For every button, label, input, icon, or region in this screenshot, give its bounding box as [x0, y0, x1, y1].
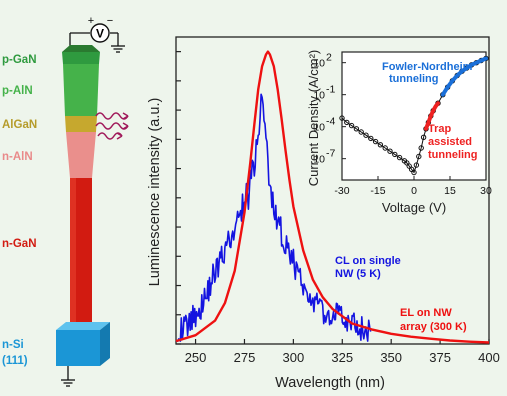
inset-y-tick-exponent: 2 — [326, 52, 332, 64]
inset-y-tick-label: 10 — [313, 90, 325, 102]
main-x-tick-label: 250 — [185, 350, 207, 365]
main-x-tick-label: 300 — [283, 350, 305, 365]
cl-label-line2: NW (5 K) — [335, 268, 381, 280]
measured-point — [348, 122, 355, 129]
main-x-tick-label: 400 — [478, 350, 500, 365]
main-plot-frame — [175, 36, 490, 345]
inset-x-ticks: -30 -15 0 15 30 — [334, 176, 492, 197]
inset-x-tick-label: 0 — [411, 185, 417, 197]
tat-label-line1: Trap — [428, 123, 452, 135]
main-y-axis-label: Luminescence intensity (a.u.) — [147, 98, 163, 287]
measured-point — [420, 134, 427, 141]
substrate-n-si — [56, 330, 100, 366]
measured-point — [418, 145, 424, 151]
main-x-tick-label: 275 — [234, 350, 256, 365]
label-n-gan: n-GaN — [2, 238, 37, 250]
measured-point — [377, 142, 384, 148]
inset-y-tick-label: 10 — [313, 122, 325, 134]
emission-arrows — [95, 112, 129, 140]
main-series — [175, 50, 490, 344]
tat-label-line2: assisted — [428, 136, 472, 148]
minus-sign: − — [107, 15, 113, 27]
inset-y-tick-label: 10 — [313, 58, 325, 70]
main-x-tick-label: 350 — [380, 350, 402, 365]
measured-point — [392, 151, 398, 158]
measured-point — [387, 148, 393, 154]
layer-algan — [65, 116, 97, 132]
el-label-line1: EL on NW — [400, 307, 452, 319]
fn-label-line1: Fowler-Nordheim — [382, 61, 473, 73]
main-y-ticks — [176, 51, 181, 345]
inset-y-axis-label: Current Density (A/cm²) — [306, 50, 321, 187]
fn-label-line2: tunneling — [389, 73, 439, 85]
main-chart: 250 275 300 325 350 375 400 Wavelength (nm) Lu… — [147, 36, 500, 391]
inset-y-tick-exponent: -7 — [326, 148, 335, 160]
layer-n-aln — [66, 132, 96, 178]
measured-point — [416, 153, 422, 160]
plus-sign: + — [88, 15, 94, 27]
measured-point — [368, 135, 374, 142]
inset-series — [339, 55, 489, 176]
main-x-axis-label: Wavelength (nm) — [275, 375, 385, 391]
measured-point — [363, 132, 369, 138]
inset-x-tick-label: 30 — [480, 185, 492, 197]
measured-point — [344, 119, 350, 126]
inset-chart: 10 210 -110-410 -7 -30 -15 0 15 30 Voltage (V) … — [306, 50, 492, 215]
substrate-top — [56, 322, 110, 330]
substrate-side — [100, 322, 110, 366]
measured-point — [411, 169, 417, 176]
main-x-tick-label: 375 — [429, 350, 451, 365]
inset-y-ticks: 10 210 -110-410 -7 — [313, 52, 346, 166]
inset-y-tick-exponent: -1 — [326, 84, 335, 96]
inset-x-tick-label: -15 — [370, 185, 385, 197]
inset-y-tick-label: 10 — [313, 154, 325, 166]
fowler-nordheim-fit — [440, 56, 488, 97]
measured-point — [358, 129, 364, 135]
voltage-source — [90, 23, 110, 43]
label-p-gan: p-GaN — [2, 54, 37, 66]
measured-point — [339, 115, 345, 121]
inset-x-tick-label: -30 — [334, 185, 349, 197]
label-algan: AlGaN — [2, 119, 37, 131]
cl-spectrum-line — [176, 93, 372, 342]
measured-point — [396, 154, 403, 161]
cl-label-line1: CL on single — [335, 255, 401, 267]
voltage-source-symbol: V — [96, 27, 104, 41]
layer-p-aln — [63, 64, 99, 116]
label-si-orientation: (111) — [2, 355, 28, 367]
inset-y-tick-exponent: -4 — [326, 116, 335, 128]
measured-point — [353, 126, 360, 132]
inset-x-axis-label: Voltage (V) — [382, 200, 446, 215]
device-schematic: V + − p-GaN p-AlN AlGaN n-Al — [2, 15, 129, 387]
main-x-tick-label: 325 — [331, 350, 353, 365]
tat-label-line3: tunneling — [428, 149, 478, 161]
measured-point — [413, 162, 420, 168]
layer-p-gan — [62, 52, 100, 64]
label-p-aln: p-AlN — [2, 85, 33, 97]
el-spectrum-line — [175, 50, 490, 344]
label-n-aln: n-AlN — [2, 151, 33, 163]
measured-point — [382, 145, 388, 151]
label-n-si: n-Si — [2, 339, 24, 351]
measured-point — [372, 138, 379, 145]
inset-x-tick-label: 15 — [444, 185, 456, 197]
el-label-line2: array (300 K) — [400, 321, 467, 333]
trap-assisted-fit — [424, 101, 440, 131]
main-x-ticks: 250 275 300 325 350 375 400 — [185, 339, 500, 365]
